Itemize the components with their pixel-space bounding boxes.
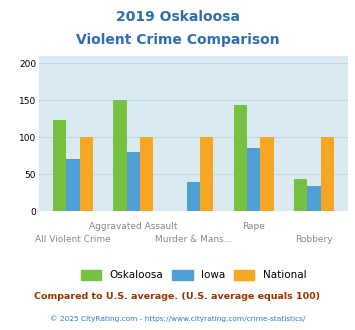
Bar (294, 179, 307, 211)
Bar (200, 137, 213, 211)
Bar (321, 137, 334, 211)
Text: Rape: Rape (242, 222, 265, 231)
Bar (113, 100, 127, 211)
Text: Murder & Mans...: Murder & Mans... (155, 235, 232, 244)
Text: Violent Crime Comparison: Violent Crime Comparison (76, 33, 279, 47)
Bar (187, 182, 200, 211)
Text: © 2025 CityRating.com - https://www.cityrating.com/crime-statistics/: © 2025 CityRating.com - https://www.city… (50, 315, 305, 322)
Bar (66, 159, 80, 211)
Text: Compared to U.S. average. (U.S. average equals 100): Compared to U.S. average. (U.S. average … (34, 292, 321, 301)
Bar (234, 105, 247, 211)
Bar (127, 152, 140, 211)
Bar (53, 119, 66, 211)
Text: Aggravated Assault: Aggravated Assault (89, 222, 178, 231)
Bar (80, 137, 93, 211)
Text: All Violent Crime: All Violent Crime (35, 235, 111, 244)
Bar (260, 137, 274, 211)
Bar (307, 186, 321, 211)
Bar (247, 148, 260, 211)
Legend: Oskaloosa, Iowa, National: Oskaloosa, Iowa, National (77, 267, 310, 283)
Text: Robbery: Robbery (295, 235, 333, 244)
Text: 2019 Oskaloosa: 2019 Oskaloosa (115, 10, 240, 24)
Bar (140, 137, 153, 211)
